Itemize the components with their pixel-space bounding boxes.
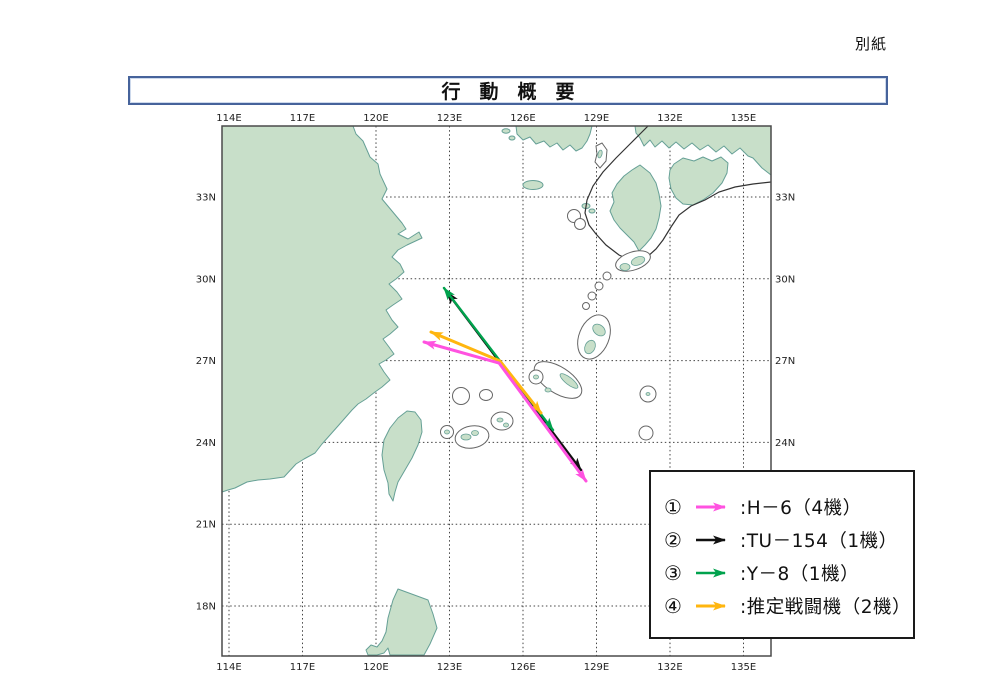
legend-number: ① xyxy=(664,495,682,519)
legend-label: :Y－8（1機） xyxy=(740,564,860,585)
attachment-note: 別紙 xyxy=(855,35,888,53)
tick-label: 132E xyxy=(657,662,682,673)
longitude-labels-top: 114E 117E 120E 123E 126E 129E 132E 135E xyxy=(216,113,756,124)
islet xyxy=(597,149,603,159)
tick-label: 27N xyxy=(196,356,216,367)
legend-number: ② xyxy=(664,528,682,552)
tick-label: 135E xyxy=(731,662,756,673)
route-h6 xyxy=(422,340,588,483)
tokara-outline xyxy=(587,291,597,301)
shikoku-landmass xyxy=(668,156,729,206)
islet xyxy=(471,430,479,436)
islet xyxy=(496,417,504,423)
latitude-labels-left: 33N 30N 27N 24N 21N 18N xyxy=(196,193,216,613)
landmasses xyxy=(221,125,772,656)
honshu-landmass xyxy=(634,125,772,176)
tick-label: 126E xyxy=(510,113,535,124)
tick-label: 33N xyxy=(196,193,216,204)
tokara-outline xyxy=(602,271,612,281)
legend-item-h6: ① :H－6（4機） xyxy=(664,494,913,520)
islet xyxy=(533,374,539,380)
senkaku-outline xyxy=(452,387,470,405)
flight-routes xyxy=(422,286,588,483)
islet xyxy=(630,256,646,266)
legend-label: :推定戦闘機（2機） xyxy=(740,597,912,618)
tick-label: 123E xyxy=(437,662,462,673)
legend-box: ① :H－6（4機） ② :TU－154（1機） ③ :Y－8（1機） ④ :推… xyxy=(649,470,915,639)
china-landmass xyxy=(221,125,423,493)
korea-islet xyxy=(508,135,516,141)
tick-label: 123E xyxy=(437,113,462,124)
tokara-outline xyxy=(594,281,604,291)
luzon-landmass xyxy=(365,588,438,656)
tick-label: 18N xyxy=(196,602,216,613)
tick-label: 126E xyxy=(510,662,535,673)
tick-label: 21N xyxy=(196,520,216,531)
latitude-labels-right: 33N 30N 27N 24N xyxy=(775,193,795,449)
legend-arrow-h6 xyxy=(696,502,726,512)
legend-item-y8: ③ :Y－8（1機） xyxy=(664,560,913,586)
tick-label: 117E xyxy=(290,662,315,673)
legend-number: ④ xyxy=(664,594,682,618)
tick-label: 33N xyxy=(775,193,795,204)
islet xyxy=(503,422,509,428)
legend-arrow-fighter xyxy=(696,601,726,611)
longitude-labels-bottom: 114E 117E 120E 123E 126E 129E 132E 135E xyxy=(216,662,756,673)
korea-landmass xyxy=(515,125,593,152)
legend-arrow-y8 xyxy=(696,568,726,578)
tick-label: 132E xyxy=(657,113,682,124)
legend-item-fighter: ④ :推定戦闘機（2機） xyxy=(664,593,913,619)
map-frame xyxy=(221,125,772,657)
title-box: 行 動 概 要 xyxy=(128,76,888,105)
tick-label: 27N xyxy=(775,356,795,367)
page-title: 行 動 概 要 xyxy=(441,81,575,103)
tick-label: 120E xyxy=(363,113,388,124)
tick-label: 129E xyxy=(584,662,609,673)
islet xyxy=(619,263,631,271)
tick-label: 117E xyxy=(290,113,315,124)
taiwan-island xyxy=(381,410,423,502)
tick-label: 24N xyxy=(196,438,216,449)
kyushu-west-islet xyxy=(588,208,596,214)
tick-label: 30N xyxy=(775,274,795,285)
tick-label: 114E xyxy=(216,662,241,673)
senkaku-outline xyxy=(479,389,493,401)
legend-item-tu154: ② :TU－154（1機） xyxy=(664,527,913,553)
islet xyxy=(592,323,606,337)
tick-label: 135E xyxy=(731,113,756,124)
legend-number: ③ xyxy=(664,561,682,585)
islet xyxy=(645,392,651,396)
legend-label: :H－6（4機） xyxy=(740,498,862,519)
korea-islet xyxy=(501,128,511,134)
tick-label: 129E xyxy=(584,113,609,124)
tick-label: 114E xyxy=(216,113,241,124)
goto-outline xyxy=(574,218,586,230)
yaeyama-group-outline xyxy=(454,425,490,449)
kyushu-landmass xyxy=(609,164,662,252)
tick-label: 30N xyxy=(196,274,216,285)
islet xyxy=(544,387,552,393)
islet xyxy=(460,433,472,441)
daito-outline xyxy=(638,425,654,441)
tokara-outline xyxy=(582,302,590,310)
legend-arrow-tu154 xyxy=(696,535,726,545)
jeju-island xyxy=(522,180,544,190)
tick-label: 120E xyxy=(363,662,388,673)
legend-label: :TU－154（1機） xyxy=(740,531,898,552)
amami-group-outline xyxy=(577,314,611,360)
islet xyxy=(444,429,450,435)
tick-label: 24N xyxy=(775,438,795,449)
